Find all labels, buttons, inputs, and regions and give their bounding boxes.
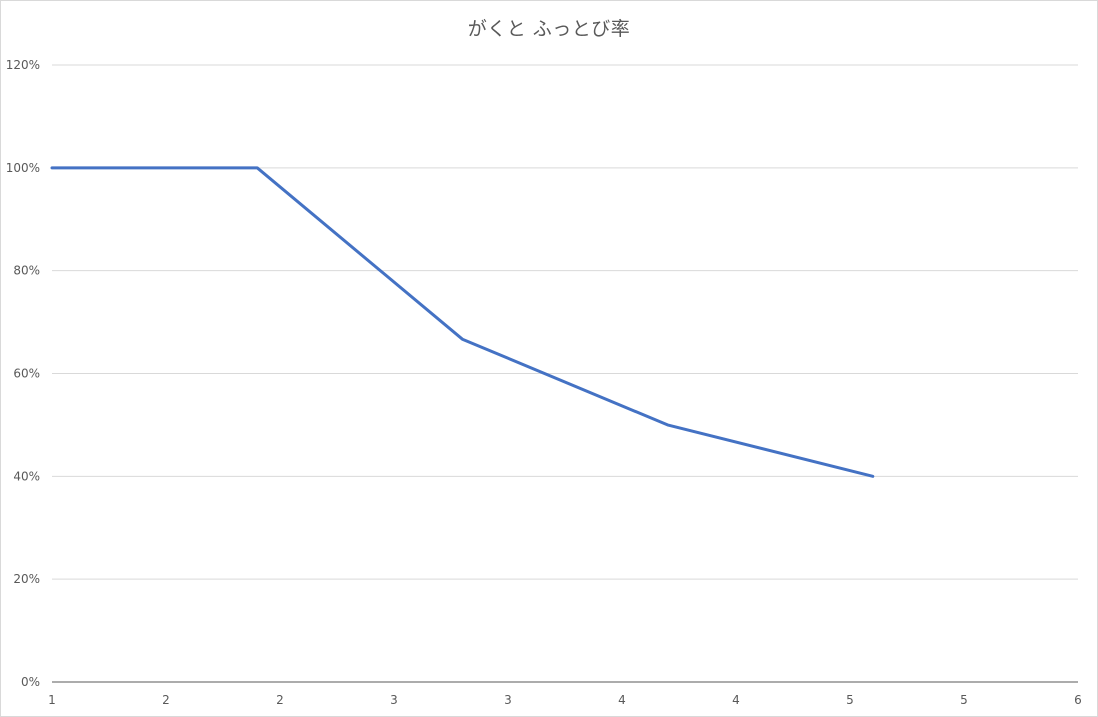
y-tick-label: 100%: [6, 161, 40, 175]
y-tick-label: 120%: [6, 58, 40, 72]
y-tick-label: 20%: [13, 572, 40, 586]
x-tick-label: 3: [390, 693, 398, 707]
x-tick-label: 4: [732, 693, 740, 707]
chart-title: がくと ふっとび率: [467, 18, 631, 40]
series-line: [50, 166, 875, 478]
x-tick-label: 3: [504, 693, 512, 707]
y-tick-label: 0%: [21, 675, 40, 689]
y-axis-tick-labels: 0% 20% 40% 60% 80% 100% 120%: [6, 58, 40, 689]
y-tick-label: 60%: [13, 367, 40, 381]
y-tick-label: 80%: [13, 264, 40, 278]
y-tick-label: 40%: [13, 469, 40, 483]
x-tick-label: 2: [276, 693, 284, 707]
x-tick-label: 1: [48, 693, 56, 707]
x-axis-tick-labels: 1 2 2 3 3 4 4 5 5 6: [48, 693, 1082, 707]
x-tick-label: 5: [960, 693, 968, 707]
series-layer: [50, 166, 875, 478]
x-tick-label: 4: [618, 693, 626, 707]
x-tick-label: 2: [162, 693, 170, 707]
gridlines: [52, 64, 1078, 580]
x-tick-label: 6: [1074, 693, 1082, 707]
x-tick-label: 5: [846, 693, 854, 707]
